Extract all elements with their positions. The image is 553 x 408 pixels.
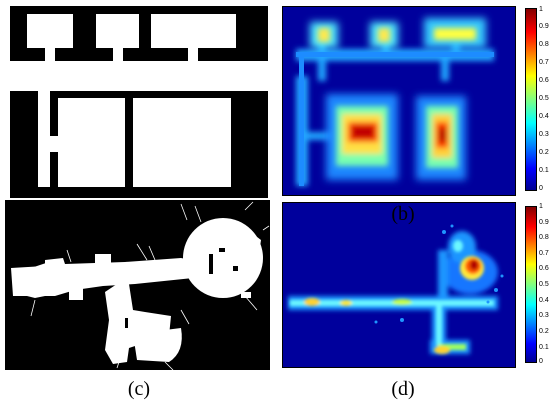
caption-a: (a) — [127, 203, 151, 225]
panel-b-heatmap — [282, 6, 516, 196]
colorbar-d-tick: 0.5 — [539, 281, 549, 288]
panel-d-heatmap — [282, 202, 516, 368]
colorbar-d-tick: 0.9 — [539, 219, 549, 226]
caption-d: (d) — [391, 378, 415, 400]
colorbar-b-tick: 0.4 — [539, 113, 549, 120]
colorbar-b-tick: 0.6 — [539, 77, 549, 84]
colorbar-b-tick: 0.1 — [539, 167, 549, 174]
colorbar-b-tick: 0.3 — [539, 131, 549, 138]
panel-c-scan-map — [5, 200, 270, 370]
colorbar-d-tick: 0 — [539, 358, 543, 365]
colorbar-b-tick: 0.5 — [539, 95, 549, 102]
colorbar-b-tick: 0.9 — [539, 23, 549, 30]
colorbar-d-tick: 0.8 — [539, 234, 549, 241]
colorbar-d-tick: 0.1 — [539, 344, 549, 351]
caption-c: (c) — [127, 378, 151, 400]
colorbar-d-tick: 0.2 — [539, 328, 549, 335]
colorbar-b-tick: 0.7 — [539, 59, 549, 66]
colorbar-b-tick: 0.2 — [539, 149, 549, 156]
colorbar-b-tick: 0 — [539, 185, 543, 192]
colorbar-d-tick: 0.3 — [539, 312, 549, 319]
colorbar-b-tick: 0.8 — [539, 41, 549, 48]
colorbar-d-tick: 0.4 — [539, 297, 549, 304]
colorbar-b — [525, 8, 537, 191]
caption-b: (b) — [391, 203, 415, 225]
panel-a-floorplan — [10, 6, 268, 198]
colorbar-b-tick: 1 — [539, 6, 543, 13]
colorbar-d-tick: 1 — [539, 203, 543, 210]
colorbar-d-tick: 0.6 — [539, 265, 549, 272]
colorbar-d-tick: 0.7 — [539, 250, 549, 257]
colorbar-d — [525, 206, 537, 363]
